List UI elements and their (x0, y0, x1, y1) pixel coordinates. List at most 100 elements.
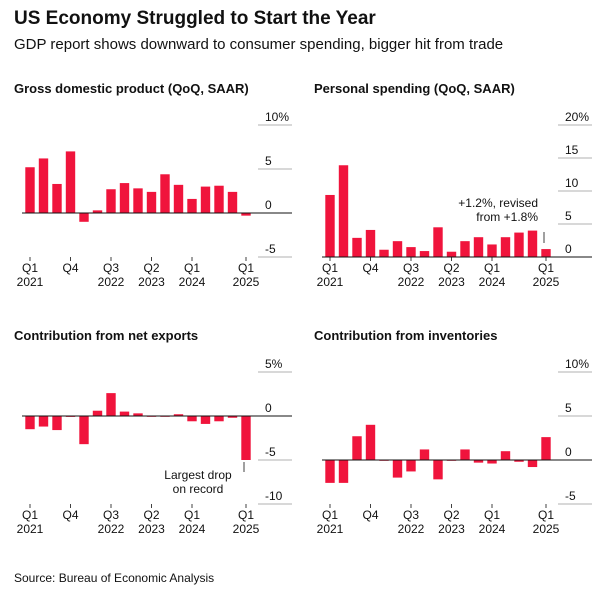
x-tick-label: Q1 2021 (16, 508, 44, 536)
panel-title: Contribution from net exports (14, 328, 198, 343)
page-subtitle: GDP report shows downward to consumer sp… (14, 36, 503, 53)
bar (92, 410, 103, 416)
bar (365, 229, 376, 257)
bar (433, 227, 443, 257)
source: Source: Bureau of Economic Analysis (14, 571, 214, 585)
bar (419, 251, 430, 257)
y-tick-label: 0 (565, 242, 572, 256)
bar (325, 194, 335, 257)
x-tick-label: Q3 2022 (397, 508, 425, 536)
y-tick-label: 10% (265, 110, 289, 124)
y-tick-label: -5 (265, 242, 276, 256)
x-tick-label: Q3 2022 (97, 508, 125, 536)
bar (133, 188, 143, 213)
bar (106, 189, 116, 213)
x-tick-label: Q1 2025 (532, 261, 560, 289)
bar (527, 230, 538, 257)
bar (25, 167, 35, 213)
bar (433, 460, 443, 480)
y-tick-label: -10 (265, 489, 283, 503)
x-tick-label: Q1 2021 (316, 261, 344, 289)
y-tick-label: -5 (565, 489, 576, 503)
bar (338, 165, 349, 257)
x-tick-label: Q1 2025 (232, 261, 260, 289)
bar (338, 460, 349, 483)
x-tick-label: Q1 2025 (232, 508, 260, 536)
x-tick-label: Q4 (62, 261, 79, 275)
panel-title: Contribution from inventories (314, 328, 497, 343)
bar (133, 413, 143, 416)
bar (119, 411, 130, 416)
bar (352, 436, 362, 460)
bar (487, 460, 497, 464)
x-tick-label: Q2 2023 (438, 261, 465, 289)
bar (419, 449, 430, 460)
x-tick-label: Q3 2022 (97, 261, 125, 289)
bar (187, 198, 197, 213)
x-tick-label: Q4 (362, 508, 379, 522)
x-tick-label: Q1 2021 (16, 261, 44, 289)
bar (379, 249, 389, 257)
y-tick-label: 0 (265, 198, 272, 212)
bar (227, 416, 238, 418)
bar (187, 416, 197, 422)
x-tick-label: Q4 (362, 261, 379, 275)
x-tick-label: Q4 (62, 508, 79, 522)
bar (160, 174, 170, 213)
bar (92, 210, 103, 213)
bar (25, 416, 35, 430)
annotation: +1.2%, revised from +1.8% (458, 196, 538, 224)
x-tick-label: Q2 2023 (438, 508, 465, 536)
bar (325, 460, 335, 483)
bar (200, 416, 211, 424)
y-tick-label: 5 (265, 154, 272, 168)
bar (446, 251, 457, 257)
y-tick-label: 0 (265, 401, 272, 415)
bar (406, 460, 416, 472)
bar (487, 244, 497, 257)
bar (514, 460, 524, 462)
bar (52, 183, 62, 213)
bar (173, 414, 184, 416)
bar (146, 191, 157, 213)
bar (227, 191, 238, 213)
bar (541, 249, 551, 257)
y-tick-label: 10% (565, 357, 589, 371)
bar (406, 247, 416, 257)
bar (365, 424, 376, 460)
bar (200, 186, 211, 213)
x-tick-label: Q2 2023 (138, 261, 165, 289)
y-tick-label: 5 (565, 401, 572, 415)
bar (38, 416, 49, 427)
y-tick-label: 15 (565, 143, 579, 157)
bar (460, 241, 470, 257)
bar (392, 460, 403, 478)
bar (500, 237, 511, 257)
x-tick-label: Q2 2023 (138, 508, 165, 536)
bar (38, 158, 49, 213)
bar (106, 393, 116, 416)
x-tick-label: Q1 2025 (532, 508, 560, 536)
bar (214, 416, 224, 422)
bar (500, 451, 511, 460)
bar (460, 449, 470, 460)
bar (241, 416, 251, 460)
bar (527, 460, 538, 468)
panel-title: Personal spending (QoQ, SAAR) (314, 81, 515, 96)
bar (173, 184, 184, 213)
x-tick-label: Q3 2022 (397, 261, 425, 289)
y-tick-label: 5% (265, 357, 283, 371)
bar (514, 232, 524, 257)
y-tick-label: 20% (565, 110, 589, 124)
annotation: Largest drop on record (164, 468, 232, 496)
x-tick-label: Q1 2024 (478, 261, 506, 289)
x-tick-label: Q1 2024 (178, 508, 206, 536)
bar (52, 416, 62, 431)
bar (541, 437, 551, 460)
bar (241, 213, 251, 216)
y-tick-label: -5 (265, 445, 276, 459)
bar (392, 241, 403, 257)
x-tick-label: Q1 2024 (178, 261, 206, 289)
